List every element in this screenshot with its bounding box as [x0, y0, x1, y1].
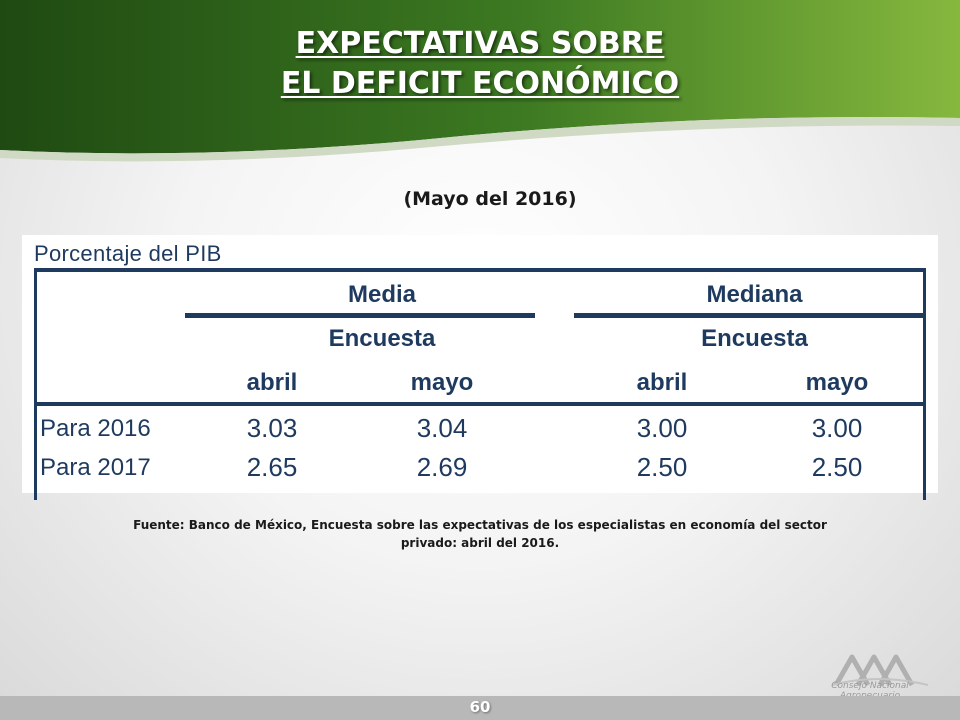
- column-header-mayo: mayo: [805, 369, 869, 396]
- column-header-abril: abril: [246, 369, 298, 396]
- subheader-encuesta-media: Encuesta: [328, 325, 436, 352]
- group-header-media: Media: [347, 281, 416, 308]
- slide-subtitle: (Mayo del 2016): [403, 188, 577, 210]
- subheader-encuesta-mediana: Encuesta: [701, 325, 808, 352]
- row-label: Para 2016: [40, 415, 151, 442]
- page-footer: 60: [0, 696, 960, 720]
- column-header-mayo: mayo: [410, 369, 474, 396]
- row-label: Para 2017: [40, 454, 151, 481]
- slide-title: EXPECTATIVAS SOBRE EL DEFICIT ECONÓMICO: [0, 24, 960, 104]
- table-cell: 3.04: [416, 413, 468, 443]
- group-underline-media: [185, 313, 535, 318]
- cna-logo-icon: [831, 654, 929, 687]
- group-underline-mediana: [574, 313, 924, 318]
- table-cell: 2.50: [811, 452, 863, 482]
- group-header-mediana: Mediana: [706, 281, 803, 308]
- page-number: 60: [469, 698, 491, 716]
- table-cell: 3.00: [811, 413, 863, 443]
- source-note: Fuente: Banco de México, Encuesta sobre …: [133, 518, 827, 550]
- table-image: Porcentaje del PIB Media Mediana Encuest…: [22, 235, 938, 500]
- table-cell: 3.03: [246, 413, 298, 443]
- table-cell: 3.00: [636, 413, 688, 443]
- column-header-abril: abril: [636, 369, 688, 396]
- title-line-2: EL DEFICIT ECONÓMICO: [280, 66, 680, 101]
- header-banner: [0, 0, 960, 162]
- table-cell: 2.50: [636, 452, 688, 482]
- title-line-1: EXPECTATIVAS SOBRE: [295, 26, 665, 61]
- table-cell: 2.69: [416, 452, 468, 482]
- slide-header: EXPECTATIVAS SOBRE EL DEFICIT ECONÓMICO: [0, 0, 960, 170]
- table-cell: 2.65: [246, 452, 298, 482]
- header-divider: [34, 402, 926, 406]
- table-frame: [34, 268, 926, 500]
- table-title: Porcentaje del PIB: [34, 241, 222, 266]
